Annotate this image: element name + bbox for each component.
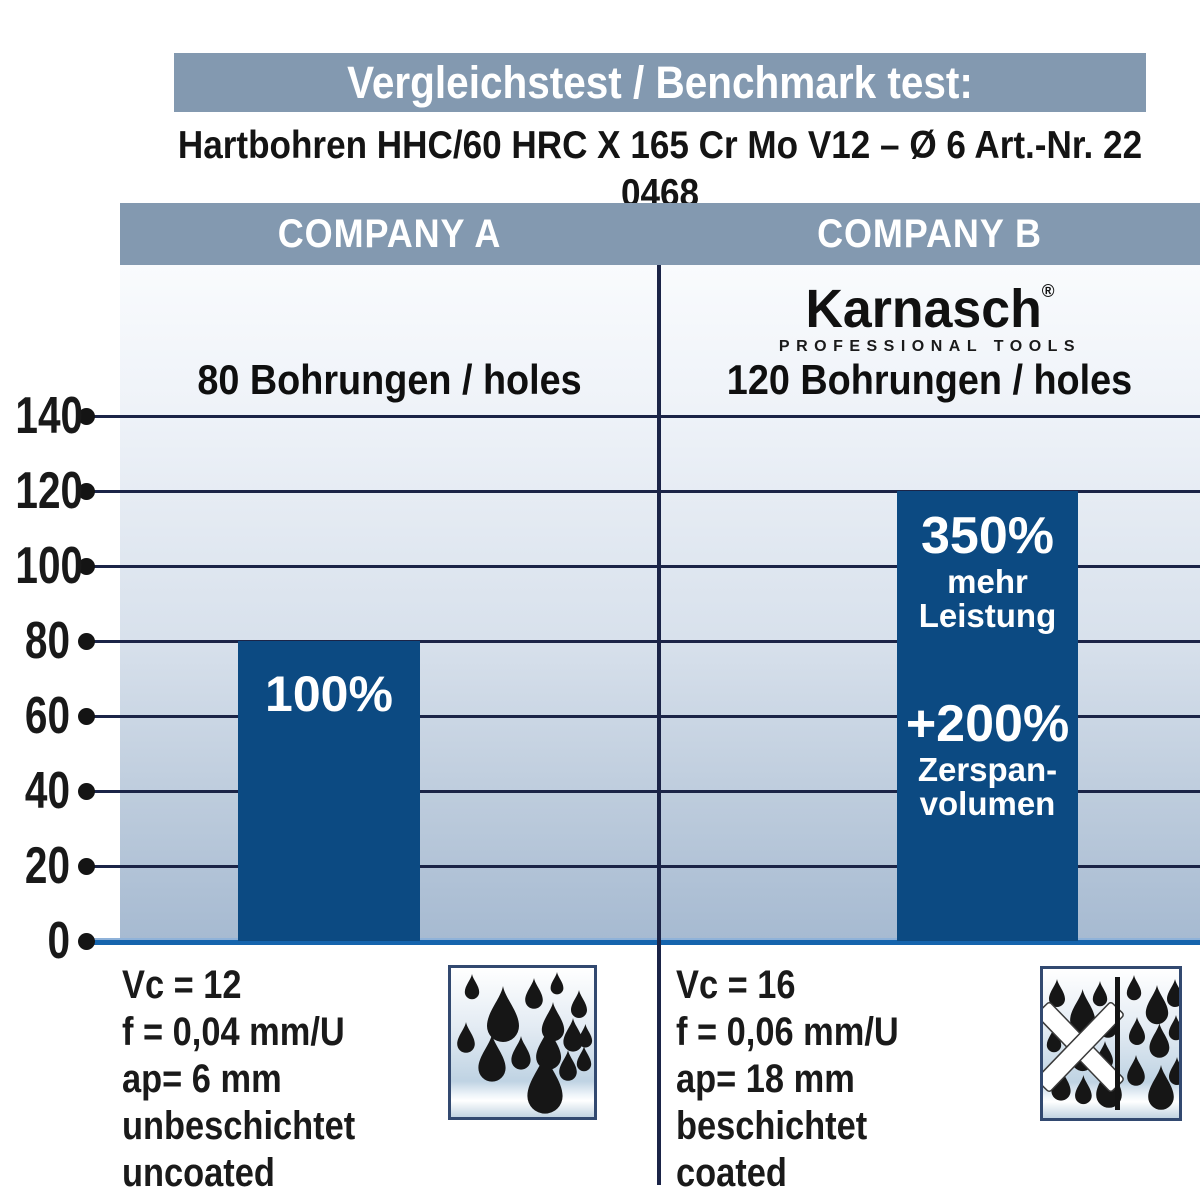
- bar-b-performance-label: 350% mehr Leistung: [918, 507, 1057, 634]
- y-tick-dot: [78, 932, 95, 950]
- holes-label-company-a: 80 Bohrungen / holes: [197, 356, 582, 403]
- company-b-label: COMPANY B: [817, 212, 1042, 256]
- y-tick-dot: [78, 482, 95, 500]
- title-bar: Vergleichstest / Benchmark test:: [174, 53, 1146, 112]
- spec-line: coated: [676, 1151, 787, 1195]
- droplets-graphic: [457, 972, 593, 1114]
- bar-a-percent-label: 100%: [265, 666, 393, 722]
- chart-subtitle: Hartbohren HHC/60 HRC X 165 Cr Mo V12 – …: [177, 124, 1143, 215]
- y-tick-label: 20: [24, 837, 71, 895]
- specs-company-a: Vc = 12 f = 0,04 mm/U ap= 6 mm unbeschic…: [122, 962, 572, 1197]
- y-tick-dot: [78, 407, 95, 425]
- y-tick-label: 0: [47, 912, 70, 970]
- specs-company-b: Vc = 16 f = 0,06 mm/U ap= 18 mm beschich…: [676, 962, 1126, 1197]
- y-tick-label: 140: [15, 387, 84, 445]
- x-axis-line: [87, 938, 1200, 945]
- brand-tagline: PROFESSIONAL TOOLS: [778, 338, 1082, 355]
- y-gridline: [87, 639, 1200, 643]
- holes-label-company-b: 120 Bohrungen / holes: [726, 356, 1133, 403]
- y-tick-label: 40: [24, 762, 71, 820]
- y-gridline: [87, 864, 1200, 868]
- y-tick-label: 60: [24, 687, 71, 745]
- company-a-label: COMPANY A: [277, 212, 502, 256]
- y-tick-dot: [78, 707, 95, 725]
- half-divider: [1115, 977, 1120, 1110]
- company-header-bar: COMPANY A COMPANY B: [120, 203, 1200, 265]
- y-tick-label: 80: [24, 612, 71, 670]
- coolant-droplets-icon: [448, 965, 597, 1120]
- y-gridline: [87, 714, 1200, 718]
- y-gridline: [87, 789, 1200, 793]
- spec-line: Vc = 16: [676, 963, 796, 1007]
- with-without-coolant-icon: [1040, 966, 1182, 1121]
- y-tick-label: 120: [15, 462, 84, 520]
- spec-line: ap= 6 mm: [122, 1057, 282, 1101]
- bar-company-b: 350% mehr Leistung +200% Zerspan- volume…: [897, 491, 1078, 941]
- y-tick-dot: [78, 632, 95, 650]
- spec-line: uncoated: [122, 1151, 275, 1195]
- bar-b-volume-label: +200% Zerspan- volumen: [905, 695, 1070, 822]
- spec-line: f = 0,06 mm/U: [676, 1010, 899, 1054]
- y-gridline: [87, 564, 1200, 568]
- registered-mark: ®: [1041, 281, 1055, 301]
- spec-line: beschichtet: [676, 1104, 868, 1148]
- page-title: Vergleichstest / Benchmark test:: [347, 57, 973, 108]
- spec-line: unbeschichtet: [122, 1104, 356, 1148]
- y-tick-dot: [78, 857, 95, 875]
- y-gridline: [87, 489, 1200, 493]
- y-tick-dot: [78, 557, 95, 575]
- y-gridline: [87, 414, 1200, 418]
- spec-line: ap= 18 mm: [676, 1057, 855, 1101]
- spec-line: Vc = 12: [122, 963, 242, 1007]
- y-tick-dot: [78, 782, 95, 800]
- brand-name: Karnasch®: [805, 279, 1055, 339]
- crossed-droplets-graphic: [1043, 975, 1179, 1110]
- bar-company-a: 100%: [238, 641, 420, 941]
- karnasch-logo: Karnasch® PROFESSIONAL TOOLS: [765, 281, 1095, 356]
- spec-line: f = 0,04 mm/U: [122, 1010, 345, 1054]
- column-divider-line: [657, 265, 661, 1185]
- y-tick-label: 100: [15, 537, 84, 595]
